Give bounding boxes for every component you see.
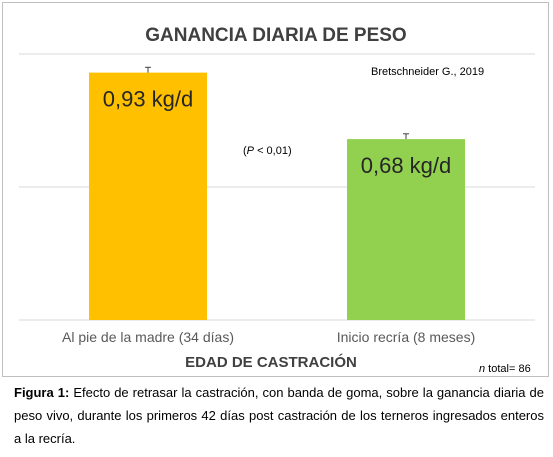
value-label-2: 0,68 kg/d xyxy=(361,153,452,178)
chart-title: GANANCIA DIARIA DE PESO xyxy=(145,25,406,46)
value-label-1: 0,93 kg/d xyxy=(103,87,194,112)
source-note: Bretschneider G., 2019 xyxy=(371,66,484,78)
n-rest: total= 86 xyxy=(485,363,531,375)
category-label-2: Inicio recría (8 meses) xyxy=(337,329,475,345)
significance-note: (P < 0,01) xyxy=(243,145,292,157)
significance-p: P xyxy=(247,145,255,157)
caption-label: Figura 1: xyxy=(14,385,70,400)
chart-frame: GANANCIA DIARIA DE PESO Bretschneider G.… xyxy=(2,2,549,377)
bar-1 xyxy=(89,72,207,321)
n-italic: n xyxy=(479,363,485,375)
category-ticks: Al pie de la madre (34 días) Inicio recrí… xyxy=(62,329,475,345)
bar-2 xyxy=(347,139,465,320)
x-axis-title: EDAD DE CASTRACIÓN xyxy=(185,353,357,371)
figure-caption: Figura 1: Efecto de retrasar la castraci… xyxy=(14,381,544,450)
n-total-note: n total= 86 xyxy=(479,363,531,375)
caption-text: Efecto de retrasar la castración, con ba… xyxy=(14,385,544,446)
significance-open: ( xyxy=(243,145,247,157)
category-label-1: Al pie de la madre (34 días) xyxy=(62,329,234,345)
bars: 0,93 kg/d 0,68 kg/d xyxy=(89,66,465,321)
bar-chart: GANANCIA DIARIA DE PESO Bretschneider G.… xyxy=(19,25,535,375)
significance-rest: < 0,01) xyxy=(254,145,292,157)
